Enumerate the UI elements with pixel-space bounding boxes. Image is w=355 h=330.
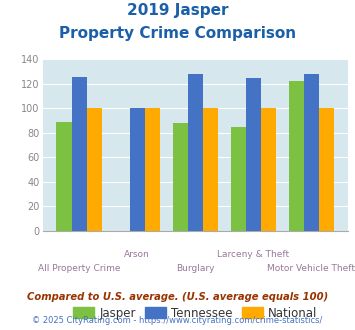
Bar: [203, 109, 218, 231]
Text: Property Crime Comparison: Property Crime Comparison: [59, 26, 296, 41]
Bar: [130, 109, 145, 231]
Text: Arson: Arson: [124, 250, 150, 259]
Text: Larceny & Theft: Larceny & Theft: [217, 250, 289, 259]
Text: All Property Crime: All Property Crime: [38, 264, 120, 273]
Text: © 2025 CityRating.com - https://www.cityrating.com/crime-statistics/: © 2025 CityRating.com - https://www.city…: [32, 316, 323, 325]
Bar: [246, 78, 261, 231]
Bar: [319, 109, 334, 231]
Bar: [261, 109, 276, 231]
Bar: [145, 109, 160, 231]
Text: Compared to U.S. average. (U.S. average equals 100): Compared to U.S. average. (U.S. average …: [27, 292, 328, 302]
Bar: [231, 127, 246, 231]
Bar: [87, 109, 102, 231]
Bar: [188, 74, 203, 231]
Text: Motor Vehicle Theft: Motor Vehicle Theft: [267, 264, 355, 273]
Bar: [173, 123, 188, 231]
Bar: [304, 74, 319, 231]
Legend: Jasper, Tennessee, National: Jasper, Tennessee, National: [69, 302, 322, 325]
Text: 2019 Jasper: 2019 Jasper: [127, 3, 228, 18]
Bar: [72, 77, 87, 231]
Bar: [289, 82, 304, 231]
Text: Burglary: Burglary: [176, 264, 214, 273]
Bar: [56, 122, 72, 231]
